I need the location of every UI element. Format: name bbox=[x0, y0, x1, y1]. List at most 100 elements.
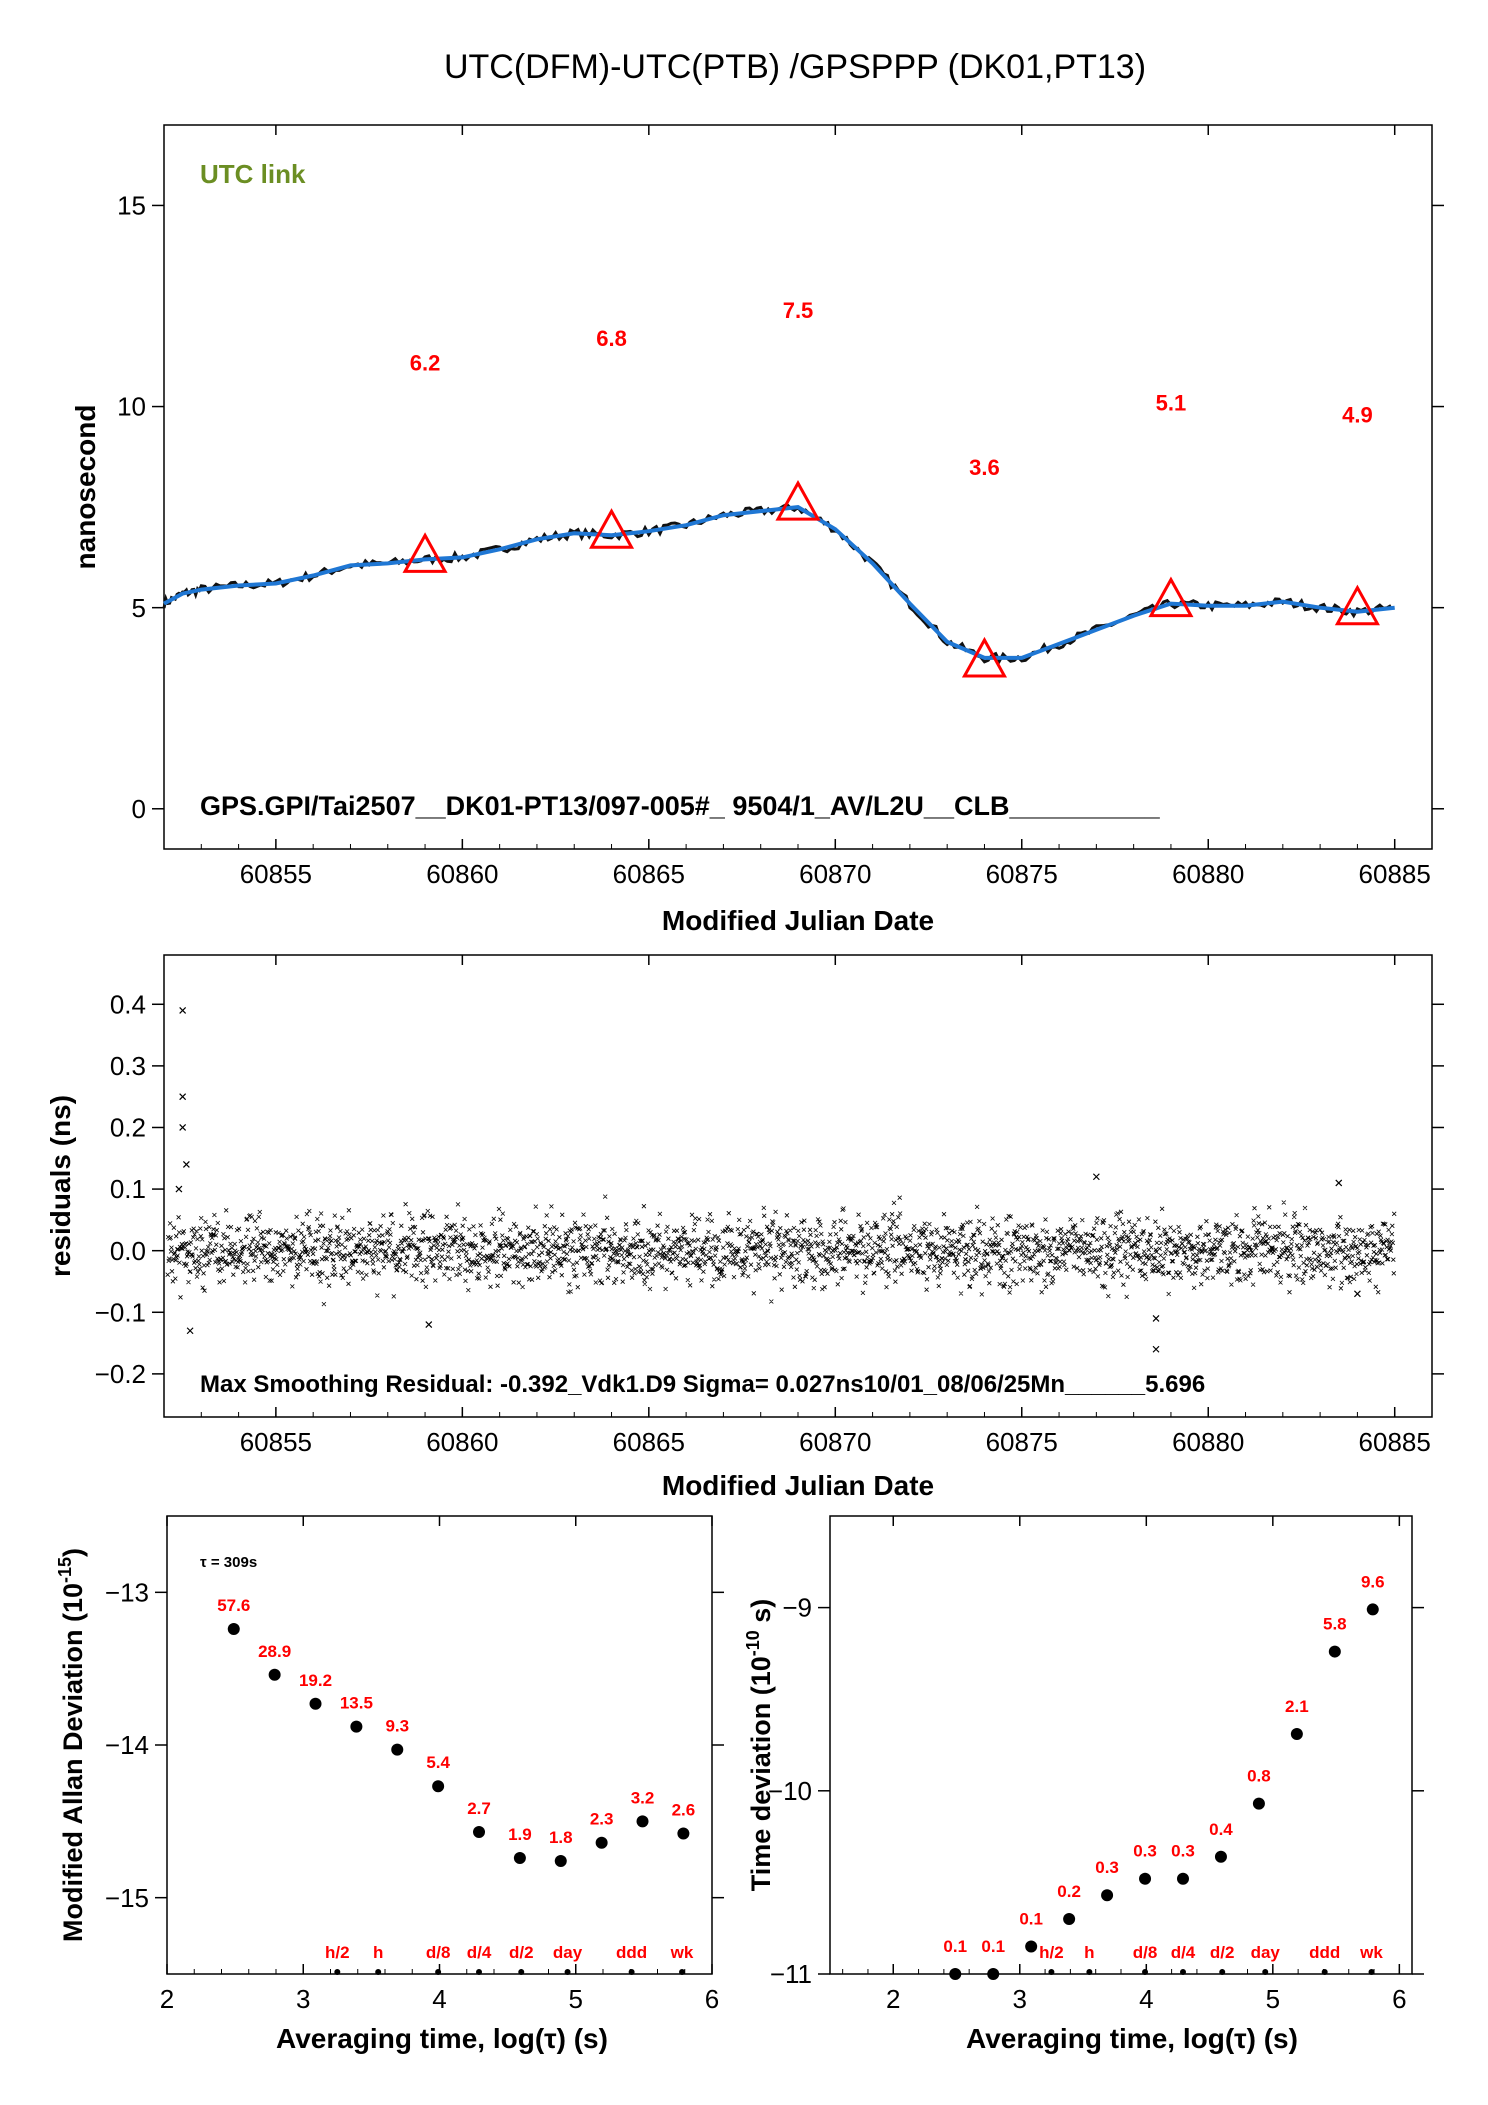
tdev-point-label: 0.8 bbox=[1247, 1767, 1271, 1786]
mdev-point bbox=[268, 1668, 281, 1681]
tdev-point bbox=[1366, 1603, 1379, 1616]
mdev-time-marker-label: h/2 bbox=[325, 1943, 350, 1962]
mdev-point bbox=[677, 1827, 690, 1840]
mdev-xtick-label: 2 bbox=[160, 1984, 174, 2014]
mdev-point bbox=[636, 1815, 649, 1828]
tdev-xtick-label: 4 bbox=[1139, 1984, 1153, 2014]
tdev-point-label: 9.6 bbox=[1361, 1572, 1385, 1591]
tdev-ytick-label: −9 bbox=[782, 1593, 812, 1623]
utc-link-footer: GPS.GPI/Tai2507__DK01-PT13/097-005#_ 950… bbox=[200, 791, 1161, 821]
residuals-outlier-point bbox=[179, 1007, 187, 1014]
residuals-ytick-label: −0.2 bbox=[95, 1359, 146, 1389]
mdev-point-label: 2.3 bbox=[590, 1810, 614, 1829]
mdev-plot-frame bbox=[166, 1515, 713, 1975]
tdev-time-marker-label: d/4 bbox=[1171, 1943, 1196, 1962]
tdev-point bbox=[1328, 1645, 1341, 1658]
mdev-point-label: 57.6 bbox=[217, 1596, 250, 1615]
mdev-point-label: 1.8 bbox=[549, 1828, 573, 1847]
tdev-point-label: 0.1 bbox=[943, 1937, 967, 1956]
mdev-point bbox=[391, 1743, 404, 1756]
mdev-point bbox=[595, 1836, 608, 1849]
residuals-panel: Max Smoothing Residual: -0.392_Vdk1.D9 S… bbox=[45, 954, 1444, 1501]
mdev-point bbox=[350, 1720, 363, 1733]
utc-link-marker-triangle bbox=[588, 508, 635, 549]
tdev-time-marker-dot bbox=[1086, 1969, 1093, 1975]
tdev-point bbox=[1290, 1728, 1303, 1741]
tdev-ylabel-end: s) bbox=[746, 1599, 776, 1631]
mdev-time-marker-label: d/2 bbox=[509, 1943, 534, 1962]
residuals-xtick-label: 60885 bbox=[1359, 1427, 1431, 1457]
residuals-outlier-point bbox=[186, 1327, 194, 1335]
residuals-point-cloud bbox=[165, 1194, 1397, 1307]
tdev-time-marker-dot bbox=[1219, 1969, 1226, 1975]
mdev-ytick-label: −13 bbox=[105, 1577, 149, 1607]
mdev-panel: τ = 309s Averaging time, log(τ) (s) Modi… bbox=[55, 1515, 724, 2054]
residuals-ytick-label: 0.2 bbox=[110, 1113, 146, 1143]
tdev-point-label: 0.1 bbox=[1019, 1910, 1043, 1929]
tdev-point-label: 2.1 bbox=[1285, 1697, 1309, 1716]
utc-link-marker-triangle bbox=[1334, 584, 1380, 626]
utc-link-corner-label: UTC link bbox=[200, 159, 306, 189]
tdev-point bbox=[987, 1968, 1000, 1980]
figure-title: UTC(DFM)-UTC(PTB) /GPSPPP (DK01,PT13) bbox=[444, 48, 1146, 86]
residuals-ytick-label: −0.1 bbox=[95, 1297, 146, 1327]
residuals-ytick-label: 0.0 bbox=[110, 1236, 146, 1266]
utc-link-ytick-label: 10 bbox=[117, 392, 146, 422]
residuals-outlier-point bbox=[179, 1124, 187, 1131]
mdev-point-label: 28.9 bbox=[258, 1642, 291, 1661]
utc-link-plot-frame bbox=[163, 124, 1433, 850]
tdev-time-marker-label: wk bbox=[1359, 1943, 1383, 1962]
tdev-time-marker-dot bbox=[1179, 1969, 1186, 1975]
mdev-ylabel: Modified Allan Deviation (10-15) bbox=[55, 1548, 88, 1942]
tdev-point bbox=[1176, 1872, 1189, 1885]
utc-link-xtick-label: 60880 bbox=[1172, 859, 1244, 889]
utc-link-panel: UTC link GPS.GPI/Tai2507__DK01-PT13/097-… bbox=[70, 124, 1444, 936]
utc-link-xtick-label: 60870 bbox=[799, 859, 871, 889]
tdev-point-label: 0.1 bbox=[981, 1937, 1005, 1956]
tdev-plot-frame bbox=[829, 1515, 1413, 1975]
mdev-time-marker-dot bbox=[564, 1969, 571, 1975]
tdev-point bbox=[1214, 1850, 1227, 1863]
mdev-ylabel-exponent: -15 bbox=[55, 1557, 75, 1583]
utc-link-marker-triangle bbox=[1148, 576, 1194, 618]
tdev-time-marker-label: day bbox=[1251, 1943, 1281, 1962]
tdev-xlabel: Averaging time, log(τ) (s) bbox=[966, 2023, 1298, 2054]
mdev-ylabel-text: Modified Allan Deviation (10 bbox=[58, 1583, 88, 1942]
mdev-point bbox=[554, 1855, 567, 1868]
mdev-time-marker-label: day bbox=[553, 1943, 583, 1962]
utc-link-ytick-label: 15 bbox=[117, 191, 146, 221]
utc-link-raw-trace bbox=[162, 502, 1392, 665]
residuals-ylabel: residuals (ns) bbox=[45, 1095, 76, 1277]
residuals-ytick-label: 0.1 bbox=[110, 1174, 146, 1204]
residuals-ytick-label: 0.3 bbox=[110, 1051, 146, 1081]
mdev-xtick-label: 5 bbox=[569, 1984, 583, 2014]
tdev-ytick-label: −10 bbox=[768, 1776, 812, 1806]
mdev-point-label: 2.7 bbox=[467, 1799, 491, 1818]
mdev-xtick-label: 3 bbox=[296, 1984, 310, 2014]
utc-link-xtick-label: 60885 bbox=[1359, 859, 1431, 889]
tdev-point bbox=[1252, 1797, 1265, 1810]
mdev-time-marker-label: ddd bbox=[616, 1943, 647, 1962]
mdev-time-marker-label: d/8 bbox=[426, 1943, 451, 1962]
mdev-point-label: 2.6 bbox=[672, 1801, 696, 1820]
residuals-footer: Max Smoothing Residual: -0.392_Vdk1.D9 S… bbox=[200, 1371, 1205, 1398]
tdev-time-marker-label: d/2 bbox=[1210, 1943, 1235, 1962]
tdev-point bbox=[1063, 1913, 1076, 1926]
utc-link-xtick-label: 60865 bbox=[613, 859, 685, 889]
tdev-time-marker-label: ddd bbox=[1309, 1943, 1340, 1962]
tdev-xtick-label: 3 bbox=[1013, 1984, 1027, 2014]
utc-link-marker-label: 5.1 bbox=[1156, 391, 1187, 416]
tdev-point-label: 0.4 bbox=[1209, 1820, 1233, 1839]
utc-link-marker-label: 7.5 bbox=[783, 298, 814, 323]
residuals-outlier-point bbox=[425, 1321, 433, 1329]
tdev-time-marker-label: h bbox=[1084, 1943, 1094, 1962]
residuals-outlier-point bbox=[182, 1161, 190, 1168]
mdev-time-marker-dot bbox=[375, 1969, 382, 1975]
mdev-time-marker-label: wk bbox=[670, 1943, 694, 1962]
tdev-xtick-label: 2 bbox=[886, 1984, 900, 2014]
mdev-point-label: 5.4 bbox=[426, 1753, 450, 1772]
mdev-point-label: 13.5 bbox=[340, 1694, 373, 1713]
tdev-time-marker-label: d/8 bbox=[1133, 1943, 1158, 1962]
residuals-outlier-point bbox=[179, 1093, 187, 1101]
utc-link-marker-label: 6.8 bbox=[596, 326, 627, 351]
